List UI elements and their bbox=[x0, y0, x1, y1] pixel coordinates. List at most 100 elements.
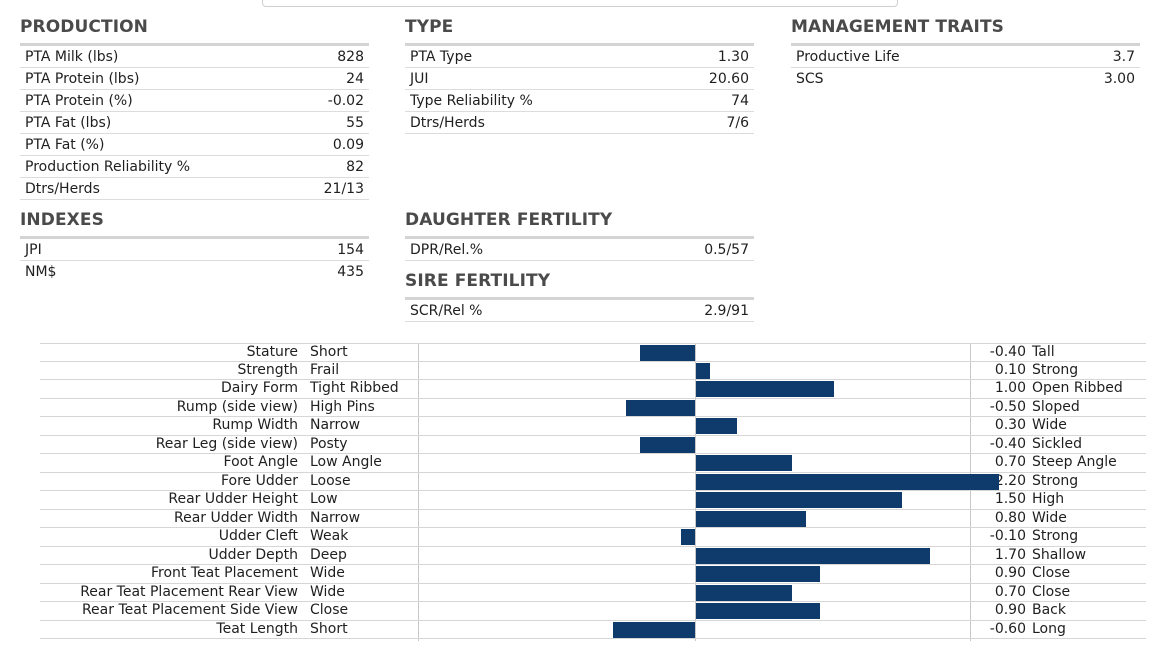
high-label: Close bbox=[1032, 583, 1071, 600]
low-label: Low bbox=[310, 491, 338, 507]
trait-row: Rump (side view) High Pins -0.50 Sloped bbox=[40, 398, 1146, 417]
divider-right bbox=[970, 343, 971, 641]
stat-row: DPR/Rel.% 0.5/57 bbox=[405, 239, 754, 261]
trait-bar bbox=[696, 584, 793, 601]
stat-row: SCS 3.00 bbox=[791, 68, 1140, 90]
low-label: Weak bbox=[310, 528, 349, 544]
stat-value: 24 bbox=[346, 71, 364, 87]
stat-row: Productive Life 3.7 bbox=[791, 46, 1140, 68]
linear-traits-chart: Stature Short -0.40 Tall Strength Frail 0.10 St… bbox=[40, 343, 1146, 641]
trait-name: Udder Cleft bbox=[218, 528, 298, 544]
trait-bar bbox=[640, 436, 695, 453]
stat-row: PTA Protein (lbs) 24 bbox=[20, 68, 369, 90]
high-label: Steep Angle bbox=[1032, 454, 1117, 470]
trait-row: Fore Udder Loose 2.20 Strong bbox=[40, 472, 1146, 491]
trait-name: Foot Angle bbox=[223, 454, 298, 470]
value-label: 1.00 bbox=[994, 380, 1026, 396]
trait-name: Rump (side view) bbox=[176, 398, 298, 415]
trait-name: Dairy Form bbox=[220, 380, 298, 396]
high-label: Open Ribbed bbox=[1032, 380, 1123, 396]
stat-value: 0.09 bbox=[332, 137, 364, 153]
stat-value: 7/6 bbox=[726, 115, 749, 131]
value-label: 1.70 bbox=[994, 546, 1026, 563]
high-label: Back bbox=[1032, 602, 1066, 618]
low-label: Loose bbox=[310, 472, 351, 489]
trait-bar bbox=[640, 345, 695, 361]
stat-row: Dtrs/Herds 21/13 bbox=[20, 178, 369, 200]
high-label: Close bbox=[1032, 565, 1071, 581]
value-label: 0.80 bbox=[994, 509, 1026, 526]
stat-label: PTA Fat (lbs) bbox=[25, 115, 112, 131]
stat-label: PTA Type bbox=[410, 49, 473, 65]
stat-row: Type Reliability % 74 bbox=[405, 90, 754, 112]
low-label: Wide bbox=[310, 583, 345, 600]
trait-row: Rump Width Narrow 0.30 Wide bbox=[40, 417, 1146, 436]
stat-label: Dtrs/Herds bbox=[25, 181, 100, 197]
type-title: TYPE bbox=[405, 8, 754, 46]
low-label: High Pins bbox=[310, 398, 375, 415]
stat-value: -0.02 bbox=[327, 93, 364, 109]
trait-row: Dairy Form Tight Ribbed 1.00 Open Ribbed bbox=[40, 380, 1146, 399]
trait-bar bbox=[696, 418, 738, 434]
stat-row: JPI 154 bbox=[20, 239, 369, 261]
value-label: 0.90 bbox=[994, 565, 1026, 581]
stat-value: 3.00 bbox=[1103, 71, 1135, 87]
trait-name: Rear Teat Placement Side View bbox=[81, 602, 298, 618]
trait-bar bbox=[696, 547, 930, 564]
value-label: 0.10 bbox=[994, 361, 1026, 378]
stat-value: 435 bbox=[337, 264, 364, 280]
stat-value: 154 bbox=[337, 242, 364, 258]
high-label: Strong bbox=[1032, 361, 1079, 378]
stat-value: 3.7 bbox=[1112, 49, 1135, 65]
trait-row: Udder Cleft Weak -0.10 Strong bbox=[40, 528, 1146, 547]
stat-label: Type Reliability % bbox=[410, 93, 533, 109]
trait-name: Rear Udder Width bbox=[173, 509, 298, 526]
stat-value: 20.60 bbox=[708, 71, 749, 87]
stat-row: PTA Fat (lbs) 55 bbox=[20, 112, 369, 134]
trait-bar bbox=[696, 362, 710, 379]
trait-bar bbox=[696, 381, 834, 397]
stat-label: Productive Life bbox=[796, 49, 900, 65]
stat-value: 828 bbox=[337, 49, 364, 65]
trait-bar bbox=[681, 529, 695, 545]
stat-value: 0.5/57 bbox=[704, 242, 749, 258]
stat-label: PTA Protein (lbs) bbox=[25, 71, 140, 87]
low-label: Narrow bbox=[310, 417, 361, 433]
trait-name: Rear Udder Height bbox=[168, 491, 298, 507]
production-section: PRODUCTION PTA Milk (lbs) 828 PTA Protein … bbox=[20, 8, 369, 200]
low-label: Low Angle bbox=[310, 454, 382, 470]
stat-row: Production Reliability % 82 bbox=[20, 156, 369, 178]
stat-label: DPR/Rel.% bbox=[410, 242, 484, 258]
sire-fertility-section: SIRE FERTILITY SCR/Rel % 2.9/91 bbox=[405, 262, 754, 322]
trait-name: Rump Width bbox=[212, 417, 298, 433]
trait-bar bbox=[696, 455, 793, 471]
low-label: Tight Ribbed bbox=[310, 380, 399, 396]
trait-row: Stature Short -0.40 Tall bbox=[40, 343, 1146, 362]
value-label: 0.70 bbox=[994, 454, 1026, 470]
trait-row: Udder Depth Deep 1.70 Shallow bbox=[40, 546, 1146, 565]
stat-row: PTA Protein (%) -0.02 bbox=[20, 90, 369, 112]
stat-row: PTA Type 1.30 bbox=[405, 46, 754, 68]
trait-name: Strength bbox=[237, 361, 298, 378]
stat-label: NM$ bbox=[25, 264, 57, 280]
trait-row: Rear Leg (side view) Posty -0.40 Sickled bbox=[40, 436, 1146, 454]
low-label: Short bbox=[310, 620, 348, 637]
trait-row: Front Teat Placement Wide 0.90 Close bbox=[40, 565, 1146, 584]
stat-label: JPI bbox=[25, 242, 42, 258]
trait-row: Rear Teat Placement Rear View Wide 0.70 Clo… bbox=[40, 583, 1146, 602]
low-label: Narrow bbox=[310, 509, 361, 526]
value-label: 2.20 bbox=[994, 472, 1026, 489]
stat-label: PTA Protein (%) bbox=[25, 93, 133, 109]
trait-name: Stature bbox=[246, 344, 298, 360]
high-label: Long bbox=[1032, 620, 1066, 637]
value-label: -0.60 bbox=[989, 620, 1026, 637]
value-label: 0.30 bbox=[994, 417, 1026, 433]
stat-label: Production Reliability % bbox=[25, 159, 191, 175]
stat-label: PTA Milk (lbs) bbox=[25, 49, 119, 65]
stat-row: PTA Fat (%) 0.09 bbox=[20, 134, 369, 156]
trait-bar bbox=[626, 399, 695, 416]
production-title: PRODUCTION bbox=[20, 8, 369, 46]
stat-value: 55 bbox=[346, 115, 364, 131]
indexes-section: INDEXES JPI 154 NM$ 435 bbox=[20, 201, 369, 283]
trait-bar bbox=[696, 566, 820, 582]
